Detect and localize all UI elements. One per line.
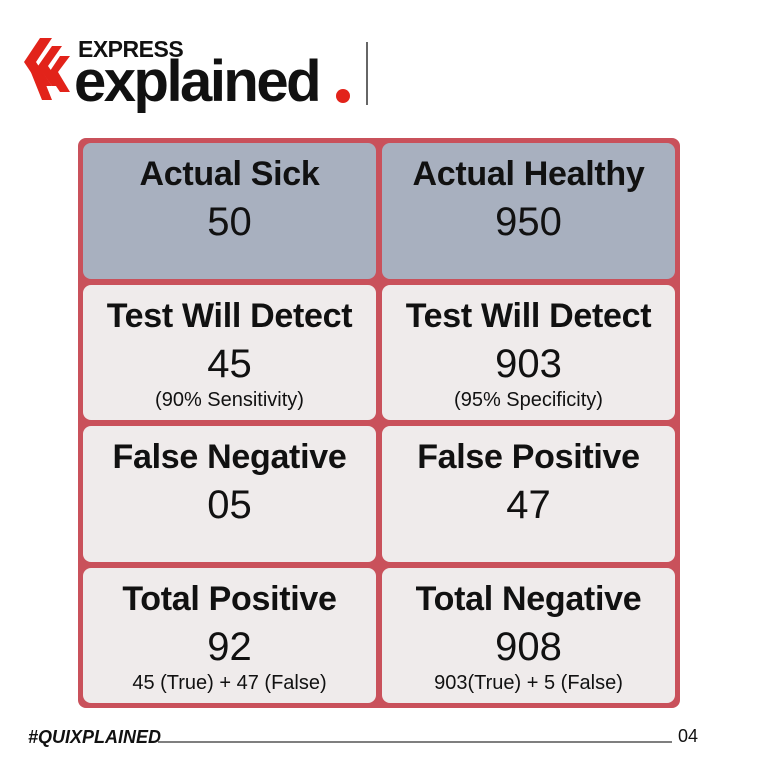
cell: Actual Healthy 950 bbox=[382, 143, 675, 279]
cell: Actual Sick 50 bbox=[83, 143, 376, 279]
cell: False Negative 05 bbox=[83, 426, 376, 562]
cell-title: False Positive bbox=[417, 438, 640, 476]
cell-value: 05 bbox=[207, 483, 252, 527]
cell-title: False Negative bbox=[112, 438, 347, 476]
cell-title: Actual Sick bbox=[139, 155, 320, 193]
cell-value: 45 bbox=[207, 341, 252, 386]
table: Actual Sick 50 Actual Healthy 950 Test Will … bbox=[78, 138, 680, 708]
cell: Test Will Detect 903 (95% Specificity) bbox=[382, 284, 675, 420]
cell-value: 47 bbox=[506, 483, 551, 527]
cell-title: Actual Healthy bbox=[412, 155, 645, 193]
cell-value: 50 bbox=[207, 200, 252, 244]
cell-note: 903(True) + 5 (False) bbox=[434, 671, 623, 694]
cell: Total Positive 92 45 (True) + 47 (False) bbox=[83, 567, 376, 703]
cell-note: (95% Specificity) bbox=[454, 388, 603, 411]
cell: False Positive 47 bbox=[382, 426, 675, 562]
hashtag: #QUIXPLAINED bbox=[28, 727, 162, 747]
cell-value: 903 bbox=[495, 341, 562, 386]
logo-icon bbox=[24, 38, 70, 100]
cell-value: 908 bbox=[495, 624, 562, 669]
brand-dot bbox=[336, 89, 350, 103]
cell-title: Total Positive bbox=[122, 579, 337, 618]
cell-title: Test Will Detect bbox=[106, 296, 353, 335]
brand-main: explained bbox=[74, 49, 322, 114]
cell-title: Total Negative bbox=[415, 579, 642, 618]
cell-note: 45 (True) + 47 (False) bbox=[132, 671, 327, 694]
cell-value: 92 bbox=[207, 624, 252, 669]
cell-note: (90% Sensitivity) bbox=[155, 388, 304, 411]
page-number: 04 bbox=[678, 726, 699, 746]
cell: Test Will Detect 45 (90% Sensitivity) bbox=[83, 284, 376, 420]
cell-value: 950 bbox=[495, 200, 562, 244]
cell-title: Test Will Detect bbox=[405, 296, 652, 335]
brand-top: EXPRESS bbox=[78, 36, 184, 62]
cell: Total Negative 908 903(True) + 5 (False) bbox=[382, 567, 675, 703]
